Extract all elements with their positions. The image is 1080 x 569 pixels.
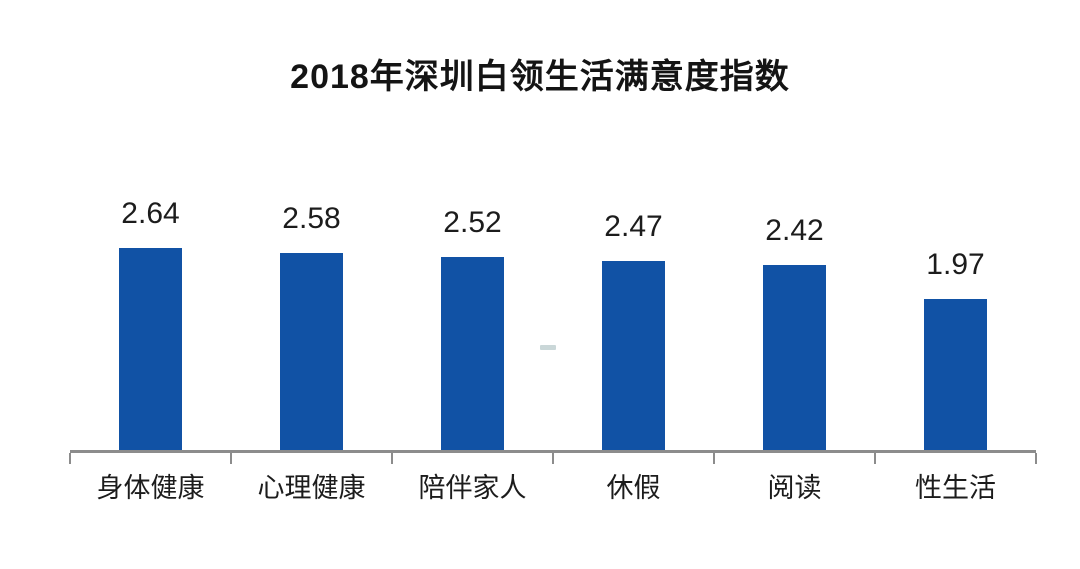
watermark-dash	[540, 345, 556, 350]
category-labels-row: 身体健康 心理健康 陪伴家人 休假 阅读 性生活	[70, 453, 1036, 505]
bar-column: 2.64	[70, 195, 231, 450]
bar-value-label: 2.42	[765, 214, 824, 247]
bar-column: 1.97	[875, 195, 1036, 450]
axis-tick	[712, 453, 715, 464]
bar	[119, 248, 182, 450]
bar-column: 2.52	[392, 195, 553, 450]
category-label: 阅读	[767, 473, 822, 503]
axis-tick	[874, 453, 876, 464]
bar	[602, 261, 665, 450]
category-label: 休假	[606, 473, 661, 503]
plot-area: 2.64 2.58 2.52 2.47 2.42 1.97 身体健康 心理健康 陪伴家人 休假 阅…	[69, 195, 1037, 505]
bar-value-label: 2.64	[121, 197, 180, 230]
category-label: 心理健康	[257, 473, 366, 503]
category-label: 陪伴家人	[418, 473, 527, 503]
category-label: 身体健康	[96, 473, 205, 503]
x-axis-line	[69, 450, 1037, 464]
category-label: 性生活	[915, 473, 996, 503]
bar-column: 2.58	[231, 195, 392, 450]
bar-value-label: 2.58	[282, 202, 341, 235]
bar-column: 2.47	[553, 195, 714, 450]
chart-title: 2018年深圳白领生活满意度指数	[290, 58, 790, 96]
axis-tick	[552, 453, 554, 464]
axis-tick	[1035, 453, 1037, 464]
bar	[280, 253, 343, 450]
axis-tick	[69, 453, 71, 464]
bars-row: 2.64 2.58 2.52 2.47 2.42 1.97	[70, 195, 1036, 450]
bar-value-label: 1.97	[926, 248, 985, 281]
bar-column: 2.42	[714, 195, 875, 450]
bar-value-label: 2.47	[604, 210, 663, 243]
bar-value-label: 2.52	[443, 206, 502, 239]
bar	[763, 265, 826, 450]
axis-tick	[229, 453, 232, 464]
bar	[924, 299, 987, 450]
axis-tick	[390, 453, 393, 464]
bar	[441, 257, 504, 450]
